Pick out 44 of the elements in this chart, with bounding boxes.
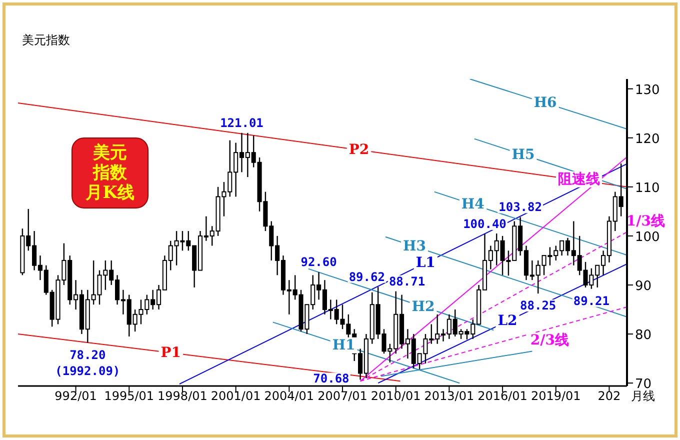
series-label: H2 [412,298,435,315]
annotation: 103.82 [498,200,542,214]
x-tick-label: 992/01 [54,389,97,403]
x-tick-label: 2019/01 [530,389,581,403]
x-tick-label: 2001/01 [210,389,261,403]
series-label: P1 [160,344,182,361]
series-label: 阻速线 [558,171,600,188]
y-tick-label: 110 [635,180,660,196]
x-tick-label: 1998/01 [158,389,208,403]
chart-title: 美元指数 [22,33,70,47]
annotation: 89.21 [573,294,610,308]
annotation: 88.25 [520,298,556,313]
text: 月线 [631,389,655,403]
series-label: H3 [402,238,426,255]
y-tick-label: 90 [635,278,652,294]
x-tick-label: 1995/01 [104,389,154,403]
annotation: 100.40 [463,216,506,231]
annotation: 78.20 [70,348,106,362]
x-tick-label: 2004/01 [264,389,314,403]
x-tick-label: 2010/01 [370,389,421,403]
annotation: 92.60 [300,255,337,270]
y-tick-label: 100 [635,230,660,245]
annotation: 70.68 [313,372,350,386]
series-label: 2/3线 [530,332,569,349]
series-label: H5 [512,146,535,163]
series-label: L1 [416,254,436,271]
annotation: (1992.09) [55,364,120,378]
series-label: P2 [348,142,370,158]
y-tick-label: 130 [635,82,660,98]
series-label: H4 [461,196,485,212]
annotation: 89.62 [348,270,385,284]
annotation: 121.01 [220,116,264,130]
x-tick-label: 202 [598,389,621,403]
x-tick-label: 2007/01 [318,389,368,403]
annotation: 88.71 [388,274,426,288]
series-label: H1 [332,337,356,354]
x-tick-label: 2013/01 [424,389,474,403]
series-label: H6 [534,95,557,112]
x-tick-label: 2016/01 [478,389,528,403]
text: 美元指数月K线 [84,143,134,203]
series-label: L2 [498,313,518,330]
y-tick-label: 80 [635,328,652,344]
y-tick-label: 120 [635,132,660,147]
series-label: 1/3线 [626,214,665,230]
